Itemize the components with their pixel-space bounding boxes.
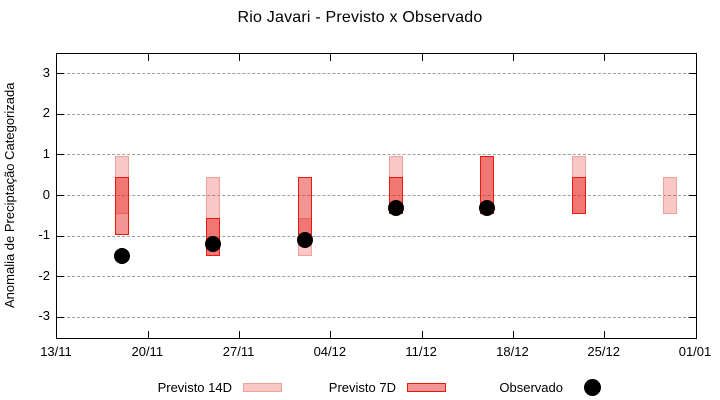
x-tick-bottom bbox=[330, 331, 332, 338]
x-tick-top bbox=[239, 54, 241, 61]
gridline bbox=[57, 154, 696, 156]
y-tick-right bbox=[689, 235, 696, 237]
x-tick-label: 18/12 bbox=[496, 344, 529, 359]
y-tick-right bbox=[689, 73, 696, 75]
y-tick-label: 1 bbox=[42, 145, 50, 161]
y-tick-left bbox=[57, 316, 64, 318]
legend-label-observado: Observado bbox=[499, 380, 563, 395]
gridline bbox=[57, 235, 696, 237]
x-tick-top bbox=[147, 54, 149, 61]
x-tick-top bbox=[330, 54, 332, 61]
x-tick-bottom bbox=[512, 331, 514, 338]
x-tick-label: 27/11 bbox=[222, 344, 255, 359]
y-tick-label: -1 bbox=[38, 227, 50, 243]
y-tick-left bbox=[57, 276, 64, 278]
gridline bbox=[57, 276, 696, 278]
x-tick-top bbox=[512, 54, 514, 61]
x-tick-top bbox=[421, 54, 423, 61]
legend-swatch-previsto-14d bbox=[243, 383, 282, 392]
y-tick-left bbox=[57, 73, 64, 75]
y-tick-right bbox=[689, 154, 696, 156]
y-tick-label: -3 bbox=[38, 308, 50, 324]
previsto-14d-bar bbox=[662, 177, 677, 214]
x-tick-label: 04/12 bbox=[313, 344, 347, 359]
x-tick-label: 11/12 bbox=[405, 344, 437, 359]
observado-point bbox=[205, 236, 222, 253]
observado-point bbox=[296, 232, 313, 249]
plot-area bbox=[56, 53, 697, 339]
y-tick-left bbox=[57, 113, 64, 115]
x-tick-label: 13/11 bbox=[40, 344, 72, 359]
observado-point bbox=[388, 199, 405, 216]
y-tick-label: -2 bbox=[38, 267, 50, 283]
x-tick-label: 25/12 bbox=[587, 344, 620, 359]
y-tick-left bbox=[57, 195, 64, 196]
y-tick-left bbox=[57, 235, 64, 237]
x-tick-label: 01/01 bbox=[678, 344, 712, 359]
y-tick-right bbox=[689, 276, 696, 278]
observado-point bbox=[114, 248, 131, 265]
x-tick-bottom bbox=[147, 331, 149, 338]
y-tick-label: 3 bbox=[42, 64, 50, 80]
gridline bbox=[57, 316, 696, 318]
gridline bbox=[57, 73, 696, 75]
previsto-7d-bar bbox=[297, 177, 312, 235]
gridline bbox=[57, 195, 696, 196]
y-tick-label: 2 bbox=[42, 105, 50, 121]
x-tick-bottom bbox=[604, 331, 606, 338]
y-tick-left bbox=[57, 154, 64, 156]
observado-point bbox=[479, 199, 496, 216]
y-tick-right bbox=[689, 195, 696, 196]
legend-label-previsto-14d: Previsto 14D bbox=[157, 380, 232, 395]
previsto-7d-bar bbox=[115, 177, 130, 235]
legend-swatch-previsto-7d bbox=[407, 383, 446, 392]
x-tick-bottom bbox=[239, 331, 241, 338]
y-tick-label: 0 bbox=[42, 186, 50, 202]
x-tick-top bbox=[604, 54, 606, 61]
x-tick-label: 20/11 bbox=[131, 344, 164, 359]
y-tick-right bbox=[689, 113, 696, 115]
y-tick-right bbox=[689, 316, 696, 318]
gridline bbox=[57, 113, 696, 115]
previsto-7d-bar bbox=[571, 177, 586, 214]
legend-swatch-observado-dot bbox=[584, 379, 601, 396]
chart-title: Rio Javari - Previsto x Observado bbox=[237, 9, 483, 26]
legend-label-previsto-7d: Previsto 7D bbox=[328, 380, 396, 395]
x-tick-bottom bbox=[421, 331, 423, 338]
